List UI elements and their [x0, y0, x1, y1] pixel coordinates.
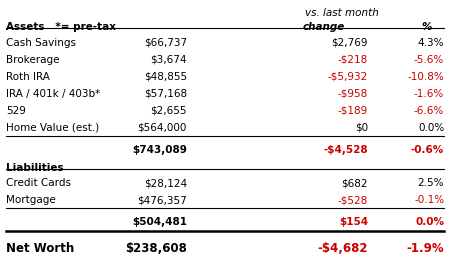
- Text: Credit Cards: Credit Cards: [6, 177, 71, 187]
- Text: $564,000: $564,000: [138, 122, 187, 133]
- Text: -$4,682: -$4,682: [318, 241, 368, 254]
- Text: $66,737: $66,737: [144, 38, 187, 47]
- Text: Brokerage: Brokerage: [6, 55, 59, 65]
- Text: -10.8%: -10.8%: [407, 72, 444, 82]
- Text: 0.0%: 0.0%: [418, 122, 444, 133]
- Text: -1.6%: -1.6%: [414, 89, 444, 99]
- Text: -$528: -$528: [338, 194, 368, 204]
- Text: 0.0%: 0.0%: [415, 216, 444, 226]
- Text: change: change: [302, 22, 345, 32]
- Text: -$189: -$189: [338, 105, 368, 116]
- Text: $2,769: $2,769: [332, 38, 368, 47]
- Text: -$218: -$218: [338, 55, 368, 65]
- Text: $2,655: $2,655: [150, 105, 187, 116]
- Text: -$4,528: -$4,528: [324, 144, 368, 154]
- Text: -6.6%: -6.6%: [414, 105, 444, 116]
- Text: -$5,932: -$5,932: [328, 72, 368, 82]
- Text: %: %: [421, 22, 432, 32]
- Text: $238,608: $238,608: [125, 241, 187, 254]
- Text: -0.1%: -0.1%: [414, 194, 444, 204]
- Text: Net Worth: Net Worth: [6, 241, 74, 254]
- Text: $682: $682: [342, 177, 368, 187]
- Text: -5.6%: -5.6%: [414, 55, 444, 65]
- Text: 529: 529: [6, 105, 26, 116]
- Text: Mortgage: Mortgage: [6, 194, 56, 204]
- Text: vs. last month: vs. last month: [306, 8, 379, 18]
- Text: Cash Savings: Cash Savings: [6, 38, 76, 47]
- Text: $154: $154: [339, 216, 368, 226]
- Text: -$958: -$958: [338, 89, 368, 99]
- Text: $0: $0: [355, 122, 368, 133]
- Text: Assets   *= pre-tax: Assets *= pre-tax: [6, 22, 116, 32]
- Text: Home Value (est.): Home Value (est.): [6, 122, 99, 133]
- Text: 4.3%: 4.3%: [418, 38, 444, 47]
- Text: $57,168: $57,168: [144, 89, 187, 99]
- Text: -1.9%: -1.9%: [406, 241, 444, 254]
- Text: $476,357: $476,357: [137, 194, 187, 204]
- Text: Roth IRA: Roth IRA: [6, 72, 50, 82]
- Text: $504,481: $504,481: [132, 216, 187, 226]
- Text: $28,124: $28,124: [144, 177, 187, 187]
- Text: 2.5%: 2.5%: [418, 177, 444, 187]
- Text: Liabilities: Liabilities: [6, 162, 63, 172]
- Text: $48,855: $48,855: [144, 72, 187, 82]
- Text: -0.6%: -0.6%: [411, 144, 444, 154]
- Text: $3,674: $3,674: [150, 55, 187, 65]
- Text: $743,089: $743,089: [132, 144, 187, 154]
- Text: IRA / 401k / 403b*: IRA / 401k / 403b*: [6, 89, 100, 99]
